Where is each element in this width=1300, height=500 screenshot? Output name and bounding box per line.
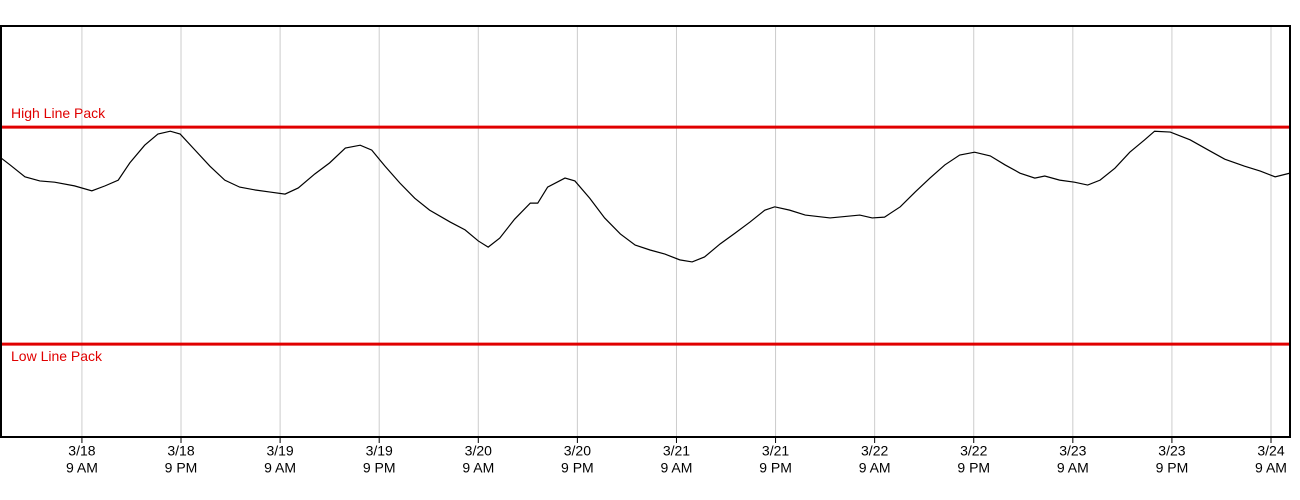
- x-tick-label: 9 AM: [66, 460, 98, 476]
- x-tick-label: 3/20: [564, 443, 591, 459]
- x-tick-label: 9 PM: [759, 460, 792, 476]
- x-tick-label: 9 PM: [363, 460, 396, 476]
- x-tick-label: 3/21: [663, 443, 690, 459]
- x-tick-label: 9 AM: [859, 460, 891, 476]
- plot-frame: [0, 25, 1291, 438]
- x-tick-label: 3/18: [68, 443, 95, 459]
- x-tick-label: 3/24: [1257, 443, 1284, 459]
- x-tick-label: 3/23: [1158, 443, 1185, 459]
- reference-label: High Line Pack: [11, 105, 106, 121]
- x-tick-label: 3/19: [366, 443, 393, 459]
- x-tick-label: 3/21: [762, 443, 789, 459]
- x-tick-label: 9 AM: [1057, 460, 1089, 476]
- x-tick-label: 3/19: [266, 443, 293, 459]
- x-tick-label: 9 PM: [165, 460, 198, 476]
- x-tick-label: 9 AM: [462, 460, 494, 476]
- data-line: [0, 130, 1291, 263]
- x-tick-label: 3/22: [861, 443, 888, 459]
- x-tick-label: 9 AM: [1255, 460, 1287, 476]
- x-tick-label: 9 PM: [1156, 460, 1189, 476]
- x-tick-label: 9 PM: [957, 460, 990, 476]
- x-tick-label: 3/20: [465, 443, 492, 459]
- x-tick-label: 9 PM: [561, 460, 594, 476]
- x-tick-label: 3/22: [960, 443, 987, 459]
- x-tick-label: 9 AM: [264, 460, 296, 476]
- x-tick-label: 9 AM: [661, 460, 693, 476]
- reference-label: Low Line Pack: [11, 348, 103, 364]
- x-tick-label: 3/23: [1059, 443, 1086, 459]
- x-tick-label: 3/18: [167, 443, 194, 459]
